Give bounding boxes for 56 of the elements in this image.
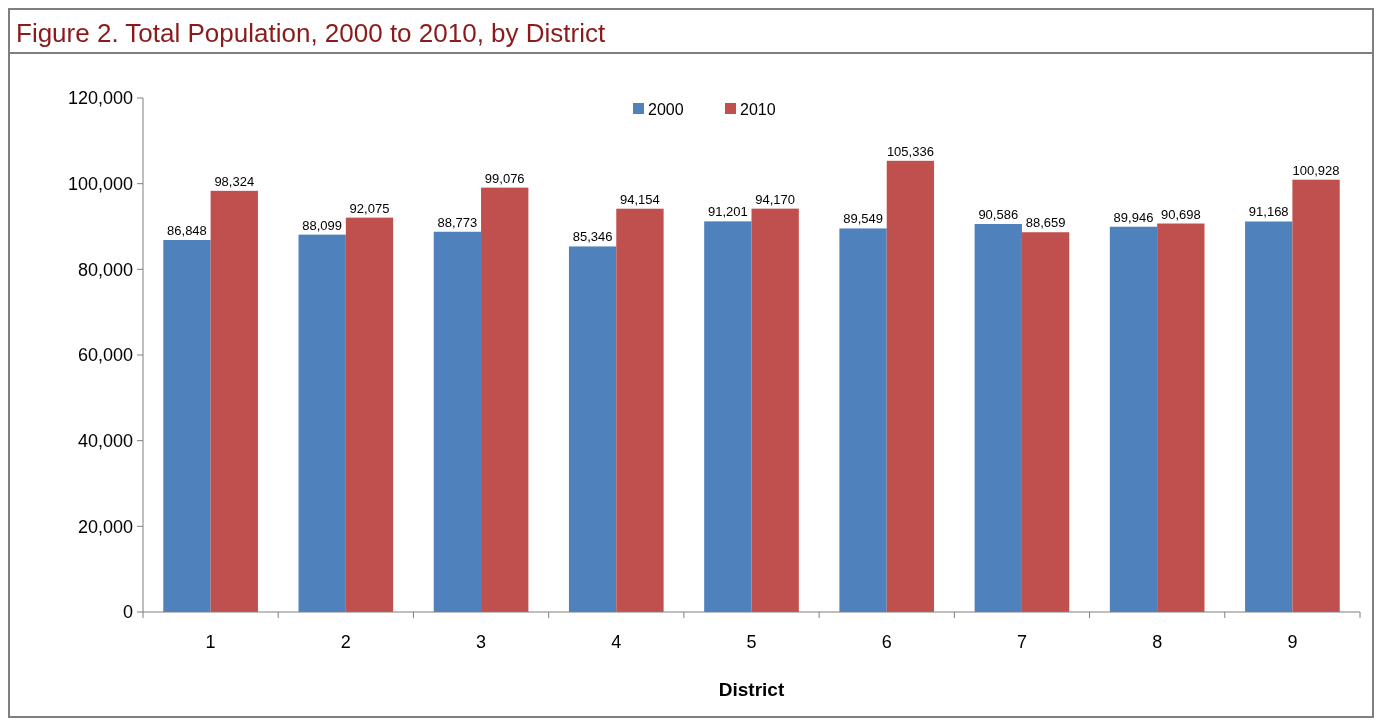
bar [1157,223,1205,612]
x-tick-label: 6 [881,632,892,652]
bar [1109,226,1158,612]
x-tick-label: 8 [1152,632,1163,652]
data-label: 99,076 [484,170,525,186]
x-axis-title: District [718,679,785,700]
data-label: 98,324 [214,173,255,189]
x-tick-label: 1 [205,632,216,652]
y-tick-label: 80,000 [77,259,133,280]
data-label: 100,928 [1292,162,1340,178]
y-tick-label: 100,000 [67,173,133,194]
chart-title: Figure 2. Total Population, 2000 to 2010, by District [16,18,606,48]
data-label: 91,168 [1248,204,1289,220]
bar [751,208,799,612]
legend-label: 2000 [648,100,684,118]
data-label: 85,346 [572,229,613,245]
data-label: 90,698 [1160,206,1201,222]
data-label: 105,336 [886,143,934,159]
bar [1245,221,1293,612]
data-label: 88,659 [1025,215,1066,231]
bar [839,228,887,612]
bar [974,223,1022,612]
data-label: 88,773 [437,214,478,230]
bar [298,234,346,612]
bar [481,187,529,612]
x-tick-label: 7 [1016,632,1027,652]
x-tick-label: 4 [611,632,622,652]
data-label: 86,848 [167,223,207,238]
bar [433,231,482,612]
y-tick-label: 120,000 [67,88,133,109]
x-tick-label: 3 [476,632,487,652]
bar [163,240,211,612]
x-tick-label: 5 [746,632,757,652]
bar [1292,179,1340,612]
bar [210,190,258,612]
bar [886,160,935,612]
y-tick-label: 40,000 [77,430,133,451]
data-label: 88,099 [302,217,343,233]
bar [704,221,752,612]
data-label: 89,549 [843,211,883,227]
data-label: 91,201 [707,204,748,220]
bar [568,246,617,612]
bar [1021,232,1070,612]
legend-label: 2010 [740,100,776,118]
data-label: 90,586 [978,206,1019,222]
bar [345,217,394,612]
data-label: 89,946 [1113,209,1154,225]
data-label: 92,075 [349,200,390,216]
data-label: 94,170 [755,191,796,207]
y-tick-label: 60,000 [77,345,133,366]
bar [616,208,664,612]
y-tick-label: 20,000 [77,516,133,537]
x-tick-label: 9 [1287,632,1298,652]
data-label: 94,154 [620,191,660,207]
x-tick-label: 2 [340,632,351,652]
y-tick-label: 0 [122,602,133,623]
